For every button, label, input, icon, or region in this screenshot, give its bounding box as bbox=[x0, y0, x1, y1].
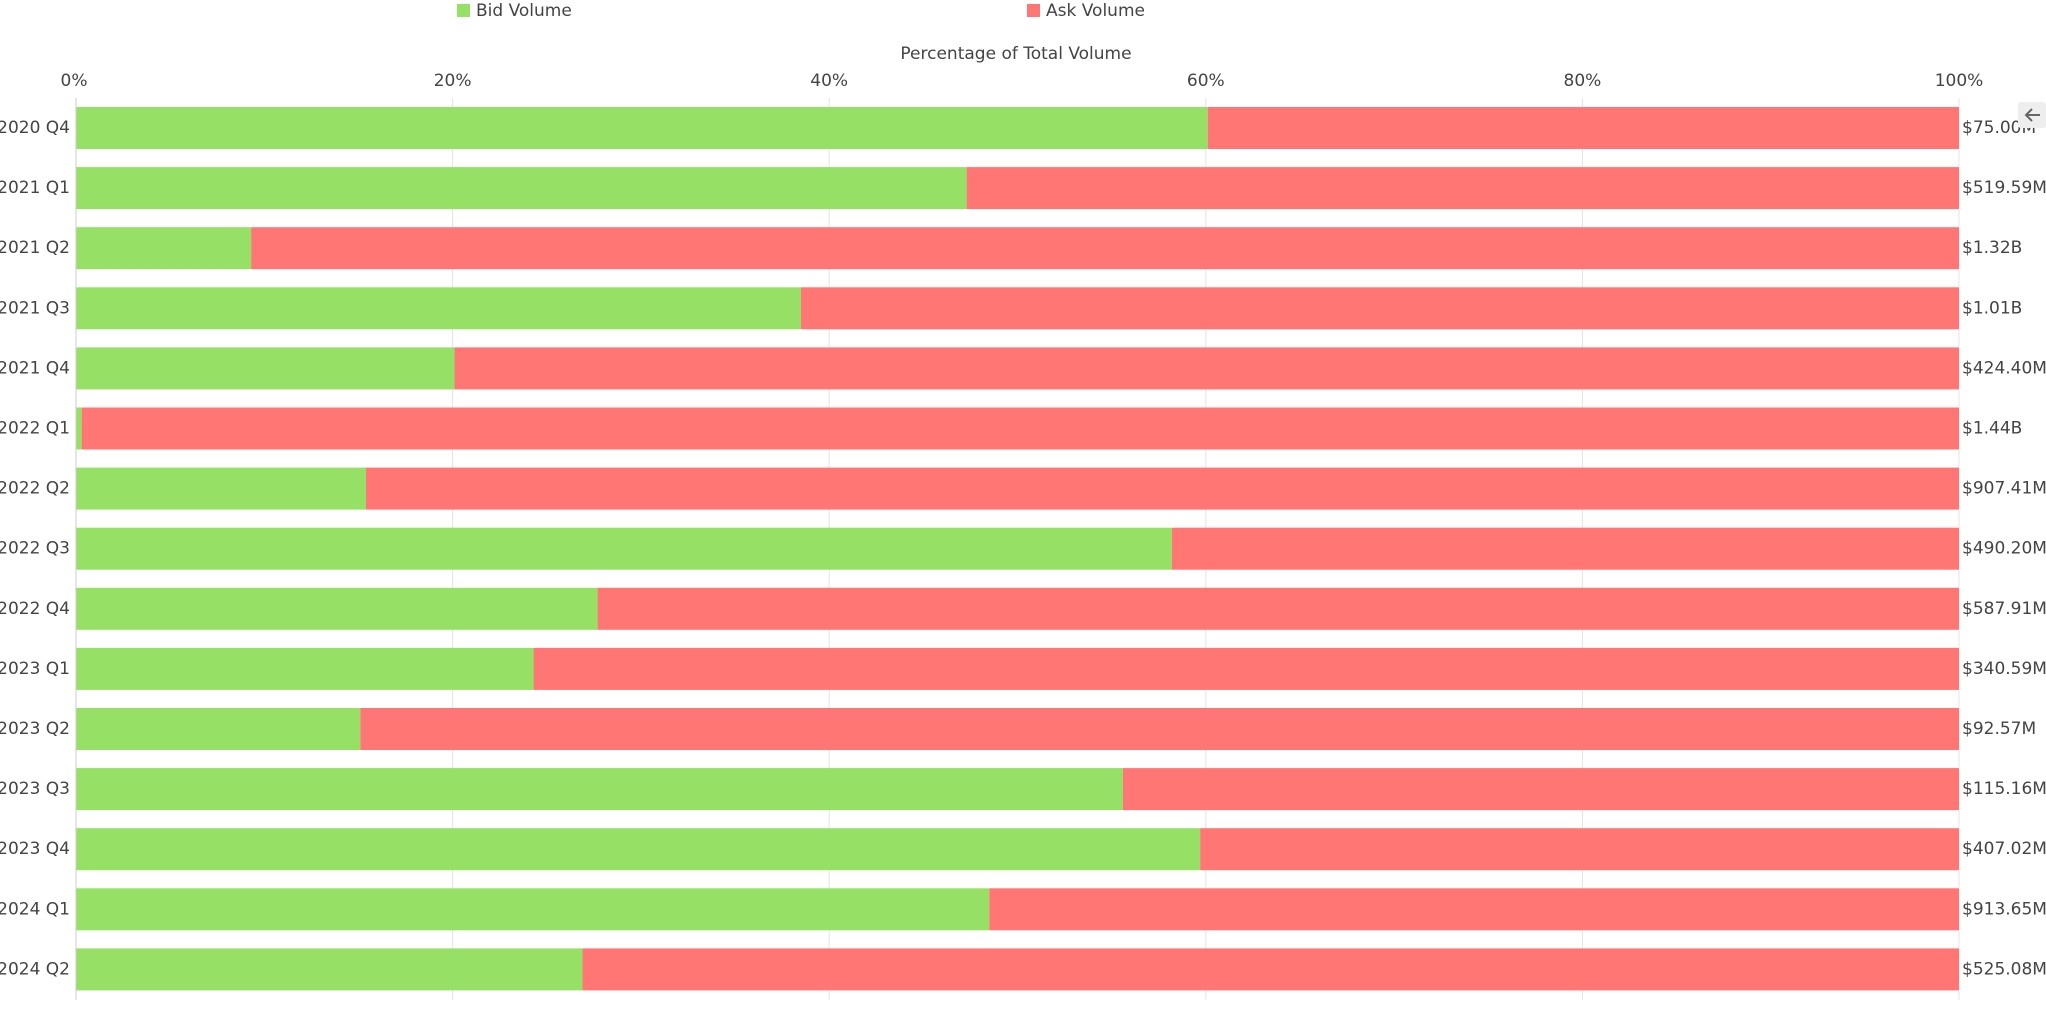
arrow-icon bbox=[2024, 108, 2040, 122]
total-label: $587.91M bbox=[1962, 599, 2046, 619]
bar-segment bbox=[76, 768, 1123, 811]
y-tick-label: 2023 Q4 bbox=[0, 839, 70, 859]
y-tick-label: 2022 Q2 bbox=[0, 479, 70, 499]
bar-segment bbox=[76, 647, 534, 690]
y-tick-label: 2024 Q1 bbox=[0, 899, 70, 919]
bar-segment bbox=[454, 347, 1959, 390]
total-label: $519.59M bbox=[1962, 178, 2046, 198]
bar-segment bbox=[1122, 768, 1959, 811]
total-label: $1.44B bbox=[1962, 419, 2022, 439]
y-tick-label: 2023 Q2 bbox=[0, 719, 70, 739]
total-label: $407.02M bbox=[1962, 839, 2046, 859]
y-tick-label: 2022 Q1 bbox=[0, 419, 70, 439]
total-label: $115.16M bbox=[1962, 779, 2046, 799]
total-label: $1.01B bbox=[1962, 298, 2022, 318]
bar-segment bbox=[76, 948, 583, 991]
legend-swatch bbox=[1027, 4, 1040, 17]
x-tick-label: 20% bbox=[434, 71, 472, 91]
y-tick-label: 2022 Q3 bbox=[0, 539, 70, 559]
bar-segment bbox=[76, 347, 455, 390]
y-tick-label: 2023 Q1 bbox=[0, 659, 70, 679]
y-tick-label: 2021 Q4 bbox=[0, 358, 70, 378]
bar-segment bbox=[365, 467, 1960, 510]
bar-segment bbox=[76, 167, 967, 210]
bar-segment bbox=[360, 708, 1959, 750]
bar-segment bbox=[81, 407, 1959, 450]
y-tick-label: 2023 Q3 bbox=[0, 779, 70, 799]
bar-segment bbox=[533, 647, 1959, 690]
bar-segment bbox=[966, 167, 1959, 210]
bar-segment bbox=[76, 227, 252, 270]
bar-segment bbox=[251, 227, 1959, 270]
legend-swatch bbox=[457, 4, 470, 17]
total-label: $340.59M bbox=[1962, 659, 2046, 679]
bar-segment bbox=[76, 708, 361, 750]
bar-segment bbox=[1200, 828, 1959, 871]
total-label: $907.41M bbox=[1962, 479, 2046, 499]
bar-segment bbox=[76, 587, 598, 630]
y-tick-label: 2021 Q2 bbox=[0, 238, 70, 258]
total-label: $424.40M bbox=[1962, 358, 2046, 378]
total-label: $490.20M bbox=[1962, 539, 2046, 559]
legend-label: Bid Volume bbox=[476, 1, 572, 21]
bar-segment bbox=[1171, 527, 1959, 570]
bar-segment bbox=[597, 587, 1959, 630]
bar-segment bbox=[76, 888, 990, 931]
bar-segment bbox=[76, 287, 801, 330]
y-tick-label: 2021 Q3 bbox=[0, 298, 70, 318]
bar-segment bbox=[1207, 107, 1959, 149]
bar-segment bbox=[76, 527, 1172, 570]
x-tick-label: 100% bbox=[1935, 71, 1984, 91]
x-tick-label: 80% bbox=[1564, 71, 1602, 91]
total-label: $913.65M bbox=[1962, 899, 2046, 919]
bar-segment bbox=[76, 828, 1201, 871]
x-tick-label: 60% bbox=[1187, 71, 1225, 91]
total-label: $525.08M bbox=[1962, 959, 2046, 979]
legend-label: Ask Volume bbox=[1046, 1, 1145, 21]
x-axis-title: Percentage of Total Volume bbox=[900, 44, 1131, 64]
x-tick-label: 40% bbox=[810, 71, 848, 91]
y-tick-label: 2022 Q4 bbox=[0, 599, 70, 619]
total-label: $92.57M bbox=[1962, 719, 2036, 739]
y-tick-label: 2020 Q4 bbox=[0, 118, 70, 138]
bar-segment bbox=[582, 948, 1959, 991]
bar-segment bbox=[76, 107, 1208, 149]
bar-segment bbox=[76, 467, 366, 510]
total-label: $1.32B bbox=[1962, 238, 2022, 258]
total-label: $75.00M bbox=[1962, 118, 2036, 138]
bar-segment bbox=[989, 888, 1959, 931]
y-tick-label: 2021 Q1 bbox=[0, 178, 70, 198]
collapse-button[interactable] bbox=[2018, 102, 2046, 128]
x-tick-label: 0% bbox=[61, 71, 88, 91]
bar-segment bbox=[76, 407, 82, 450]
y-tick-label: 2024 Q2 bbox=[0, 959, 70, 979]
bar-segment bbox=[800, 287, 1959, 330]
